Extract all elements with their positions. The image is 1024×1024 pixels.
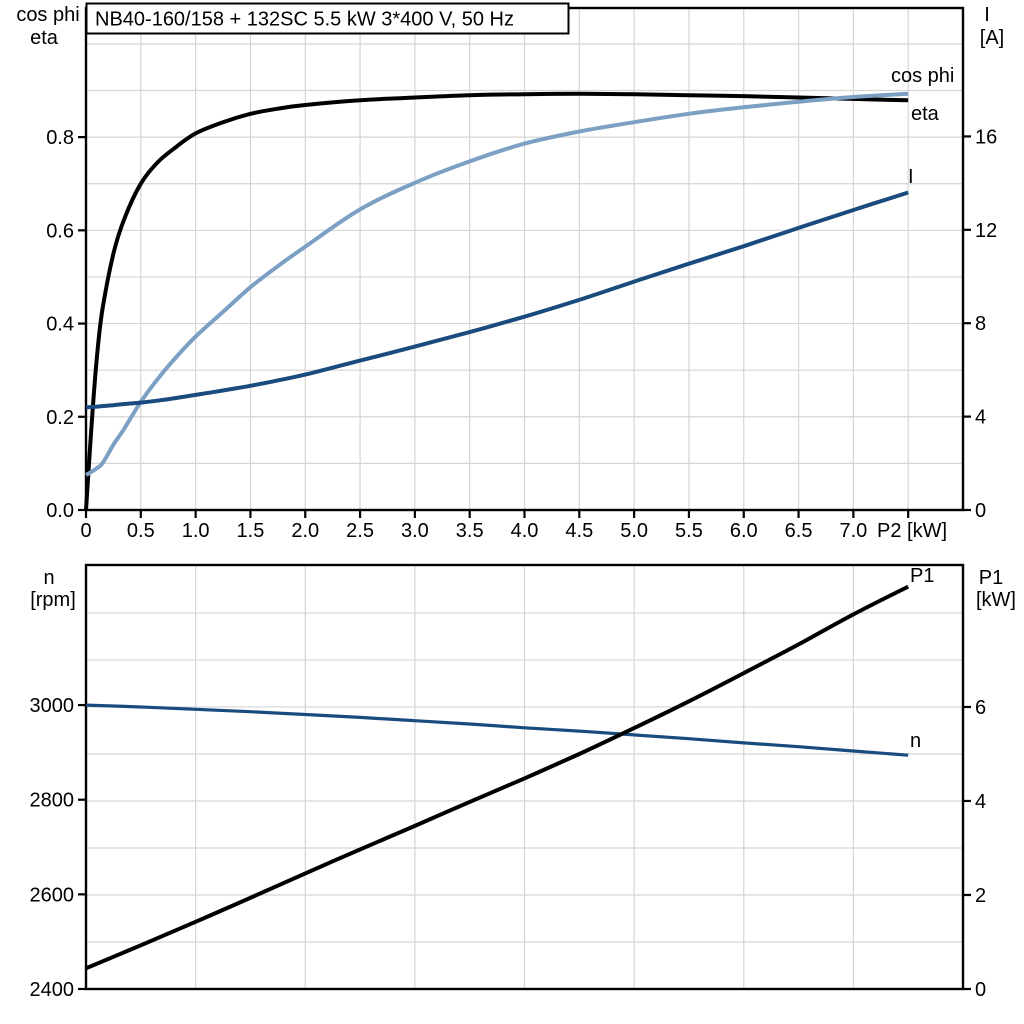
x-axis-tick-label: 2.0 bbox=[291, 520, 319, 542]
top-right-axis-label-current: I bbox=[984, 4, 990, 26]
y-axis-left-tick-label: 0.0 bbox=[46, 500, 74, 522]
top-left-axis-label-eta: eta bbox=[30, 27, 59, 49]
y-axis-right-tick-label: 4 bbox=[975, 407, 986, 429]
plot-frame bbox=[84, 563, 965, 991]
y-axis-left-tick-label: 3000 bbox=[30, 695, 75, 717]
curve-current bbox=[85, 190, 909, 410]
curve-label-eta: eta bbox=[911, 103, 940, 125]
ticks-layer: 0.0 0.2 0.4 0.6 0.8 0 4 8 12 16 0 0.5 1.0 1.5 2.0 2.5 3.… bbox=[30, 126, 998, 1001]
x-axis-tick-label: 5.5 bbox=[675, 520, 703, 542]
y-axis-right-tick-label: 6 bbox=[975, 697, 986, 719]
y-axis-left-tick-label: 0.8 bbox=[46, 127, 74, 149]
chart-title-box: NB40-160/158 + 132SC 5.5 kW 3*400 V, 50 … bbox=[85, 2, 570, 35]
y-axis-right-tick-label: 12 bbox=[975, 220, 997, 242]
curve-label-current: I bbox=[908, 166, 914, 188]
curve-cos-phi bbox=[85, 91, 909, 477]
y-axis-left-tick-label: 0.6 bbox=[46, 220, 74, 242]
x-axis-tick-label: 7.0 bbox=[839, 520, 867, 542]
y-axis-right-tick-label: 16 bbox=[975, 126, 997, 148]
curve-label-cos-phi: cos phi bbox=[891, 65, 954, 87]
y-axis-left-tick-label: 0.4 bbox=[46, 314, 74, 336]
y-axis-left-tick-label: 2800 bbox=[30, 790, 75, 812]
top-left-axis-label-cos-phi: cos phi bbox=[16, 4, 79, 26]
x-axis-tick-label: 1.5 bbox=[237, 520, 265, 542]
x-axis-label-p2: P2 [kW] bbox=[877, 520, 947, 542]
y-axis-right-tick-label: 4 bbox=[975, 791, 986, 813]
y-axis-left-tick-label: 2400 bbox=[30, 979, 75, 1001]
x-axis-tick-label: 3.0 bbox=[401, 520, 429, 542]
bottom-left-axis-label-n: n bbox=[43, 567, 54, 589]
x-axis-tick-label: 4.0 bbox=[511, 520, 539, 542]
x-axis-tick-label: 0 bbox=[80, 520, 91, 542]
curve-p1 bbox=[85, 584, 910, 971]
y-axis-left-tick-label: 2600 bbox=[30, 884, 75, 906]
bottom-left-axis-label-rpm-unit: [rpm] bbox=[30, 589, 76, 611]
gridlines-layer bbox=[86, 8, 963, 989]
curves-layer bbox=[84, 91, 910, 971]
y-axis-right-tick-label: 8 bbox=[975, 313, 986, 335]
chart-title: NB40-160/158 + 132SC 5.5 kW 3*400 V, 50 … bbox=[95, 9, 514, 31]
x-axis-tick-label: 4.5 bbox=[565, 520, 593, 542]
y-axis-left-tick-label: 0.2 bbox=[46, 407, 74, 429]
x-axis-tick-label: 5.0 bbox=[620, 520, 648, 542]
curve-eta bbox=[84, 91, 909, 511]
y-axis-right-tick-label: 0 bbox=[975, 500, 986, 522]
y-axis-right-tick-label: 2 bbox=[975, 885, 986, 907]
x-axis-tick-label: 0.5 bbox=[127, 520, 155, 542]
bottom-right-axis-label-p1: P1 bbox=[979, 567, 1003, 589]
curve-label-p1: P1 bbox=[910, 565, 934, 587]
x-axis-tick-label: 1.0 bbox=[182, 520, 210, 542]
curve-n bbox=[85, 703, 909, 757]
curve-label-n: n bbox=[910, 730, 921, 752]
x-axis-tick-label: 3.5 bbox=[456, 520, 484, 542]
x-axis-tick-label: 2.5 bbox=[346, 520, 374, 542]
x-axis-tick-label: 6.5 bbox=[785, 520, 813, 542]
y-axis-right-tick-label: 0 bbox=[975, 979, 986, 1001]
top-right-axis-label-ampere-unit: [A] bbox=[980, 27, 1004, 49]
x-axis-tick-label: 6.0 bbox=[730, 520, 758, 542]
chart-title-border bbox=[85, 2, 570, 35]
bottom-right-axis-label-kw-unit: [kW] bbox=[976, 589, 1016, 611]
